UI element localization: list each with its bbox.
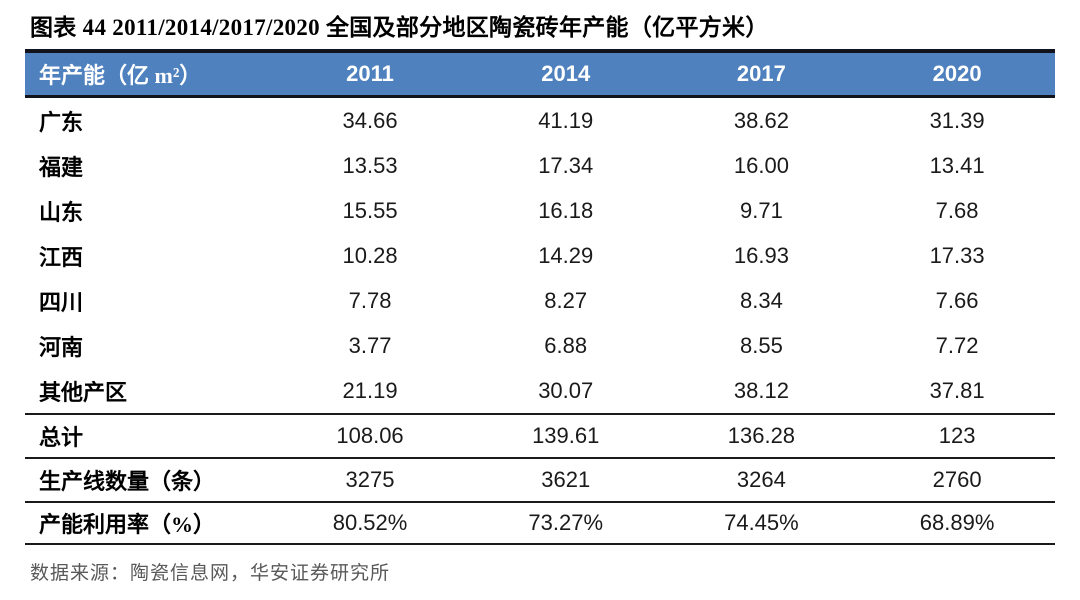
value-cell: 7.68 [935,197,979,223]
value-cell: 3621 [541,467,591,492]
value-cell: 139.61 [532,423,600,448]
region-label: 四川 [39,289,84,315]
data-source: 数据来源：陶瓷信息网，华安证券研究所 [30,563,391,584]
table-row-other-regions: 其他产区 21.19 30.07 38.12 37.81 [25,368,1055,413]
value-cell: 13.53 [342,152,398,178]
region-label: 山东 [39,199,84,225]
value-cell: 38.62 [733,107,789,133]
value-cell: 17.34 [538,152,594,178]
value-cell: 7.72 [935,332,979,358]
value-cell: 136.28 [727,423,796,448]
value-cell: 73.27% [528,510,604,535]
value-cell: 17.33 [929,242,985,268]
value-cell: 68.89% [919,510,995,535]
value-cell: 3275 [345,467,395,492]
value-cell: 13.41 [929,152,985,178]
region-label: 其他产区 [39,379,128,405]
value-cell: 9.71 [739,197,783,223]
table-row-production-lines: 生产线数量（条） 3275 3621 3264 2760 [25,457,1055,501]
region-label: 广东 [39,109,84,135]
table-row-fujian: 福建 13.53 17.34 16.00 13.41 [25,143,1055,188]
region-label: 福建 [39,154,84,180]
table-row-sichuan: 四川 7.78 8.27 8.34 7.66 [25,278,1055,323]
table-row-shandong: 山东 15.55 16.18 9.71 7.68 [25,188,1055,233]
value-cell: 8.34 [739,287,783,313]
value-cell: 7.78 [348,287,392,313]
value-cell: 34.66 [342,107,398,133]
table-row-guangdong: 广东 34.66 41.19 38.62 31.39 [25,98,1055,143]
value-cell: 15.55 [342,197,398,223]
value-cell: 108.06 [336,423,404,448]
table-row-utilization-rate: 产能利用率（%） 80.52% 73.27% 74.45% 68.89% [25,501,1055,545]
table-row-total: 总计 108.06 139.61 136.28 123 [25,413,1055,457]
value-cell: 2760 [932,467,982,492]
header-year-2017: 2017 [736,61,786,86]
value-cell: 21.19 [342,377,398,403]
value-cell: 16.93 [733,242,789,268]
value-cell: 74.45% [724,510,799,535]
table-header-row: 年产能（亿 m²） 2011 2014 2017 2020 [25,49,1055,98]
capacity-table: 年产能（亿 m²） 2011 2014 2017 2020 广东 34.66 4… [25,49,1055,545]
value-cell: 3264 [736,467,786,492]
header-label-capacity: 年产能（亿 m²） [39,63,202,88]
value-cell: 41.19 [538,107,594,133]
region-label: 河南 [39,334,84,360]
header-year-2014: 2014 [541,61,591,86]
value-cell: 16.00 [733,152,789,178]
value-cell: 31.39 [929,107,985,133]
table-row-jiangxi: 江西 10.28 14.29 16.93 17.33 [25,233,1055,278]
figure-title: 图表 44 2011/2014/2017/2020 全国及部分地区陶瓷砖年产能（… [30,15,769,40]
value-cell: 123 [938,423,976,448]
header-year-2011: 2011 [346,61,394,86]
utilization-rate-label: 产能利用率（%） [39,512,216,537]
table-row-henan: 河南 3.77 6.88 8.55 7.72 [25,323,1055,368]
value-cell: 80.52% [332,510,408,535]
value-cell: 16.18 [538,197,594,223]
value-cell: 37.81 [929,377,985,403]
production-lines-label: 生产线数量（条） [39,469,216,494]
region-label: 江西 [39,244,84,270]
value-cell: 8.27 [544,287,588,313]
value-cell: 38.12 [733,377,789,403]
value-cell: 3.77 [348,332,392,358]
value-cell: 14.29 [538,242,594,268]
value-cell: 7.66 [935,287,979,313]
value-cell: 30.07 [538,377,594,403]
total-label: 总计 [39,425,84,450]
header-year-2020: 2020 [932,61,982,86]
value-cell: 10.28 [342,242,398,268]
value-cell: 6.88 [544,332,588,358]
value-cell: 8.55 [739,332,783,358]
